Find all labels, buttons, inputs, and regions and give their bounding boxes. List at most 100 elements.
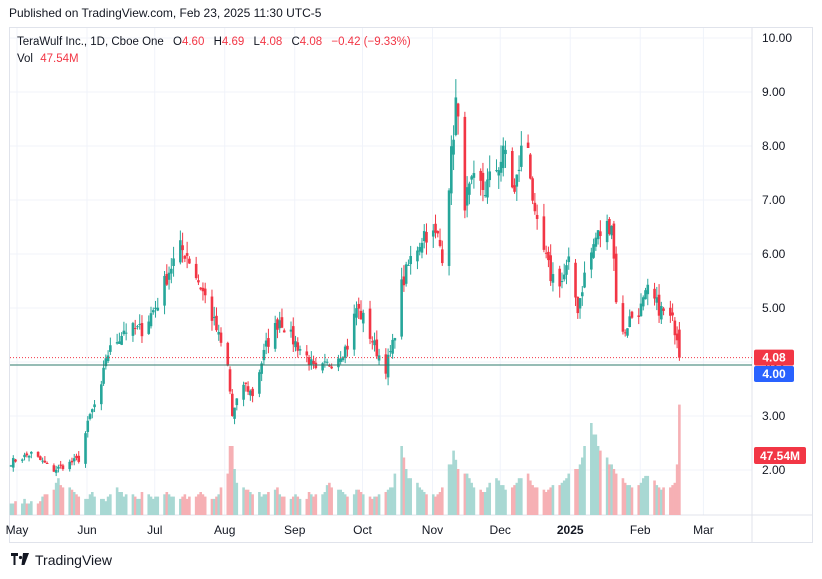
candle-body — [226, 342, 230, 366]
candle-body — [100, 384, 103, 405]
volume-bar — [402, 457, 406, 515]
candle-body — [452, 139, 455, 155]
volume-bar — [488, 482, 492, 515]
horizontal-line-label-bg — [754, 366, 794, 382]
volume-bar — [418, 487, 422, 515]
volume-bar — [641, 478, 645, 515]
candle-body — [273, 323, 277, 349]
candle-body — [610, 225, 613, 236]
legend-open-value: 4.60 — [181, 36, 205, 48]
candle-body — [608, 219, 611, 234]
candle-body — [673, 320, 677, 336]
legend-low-value: 4.08 — [259, 36, 283, 48]
volume-bar — [420, 489, 424, 515]
volume-bar — [217, 494, 221, 515]
candle-body — [450, 146, 453, 194]
volume-bar — [533, 487, 537, 515]
volume-bar — [325, 485, 329, 515]
volume-bar — [653, 480, 656, 515]
candle-body — [653, 288, 656, 299]
candle-body — [533, 202, 537, 212]
volume-bar — [251, 494, 254, 515]
last-price-label: 4.08 — [762, 351, 786, 365]
legend-symbol: TeraWulf Inc., 1D, Cboe One — [17, 36, 164, 48]
volume-bar — [167, 494, 171, 515]
candle-body — [404, 264, 408, 284]
legend-low-label: L — [253, 36, 260, 48]
candle-body — [77, 455, 81, 462]
volume-bar — [278, 494, 282, 515]
candle-body — [230, 393, 234, 416]
candle-body — [447, 190, 451, 266]
volume-bar — [188, 496, 191, 515]
volume-bar — [43, 494, 47, 515]
candle-body — [558, 268, 562, 287]
candle-body — [84, 433, 87, 464]
volume-bar — [596, 446, 600, 515]
volume-bar — [154, 496, 157, 515]
candle-body — [547, 251, 550, 261]
volume-bar — [393, 473, 397, 515]
candle-body — [43, 460, 47, 463]
candle-body — [52, 465, 56, 472]
volume-bar — [436, 494, 440, 515]
volume-bar — [163, 494, 166, 515]
volume-bar — [307, 492, 311, 515]
candle-body — [420, 242, 424, 253]
candle-body — [352, 313, 356, 350]
grid-lines — [10, 28, 752, 515]
volume-bar — [590, 423, 593, 515]
candle-body — [549, 255, 552, 282]
candle-body — [481, 172, 485, 191]
volume-bar — [203, 496, 207, 515]
volume-bar — [612, 469, 616, 515]
candle-body — [242, 384, 245, 400]
candle-body — [185, 253, 189, 256]
volume-bar — [273, 489, 277, 515]
candle-body — [535, 214, 539, 219]
volume-bar — [194, 496, 198, 515]
volume-bar — [370, 498, 374, 515]
volume-bar — [669, 487, 672, 515]
volume-bar — [147, 494, 151, 515]
candle-body — [149, 313, 153, 327]
candle-body — [199, 287, 202, 290]
candle-body — [36, 451, 40, 457]
legend-open-label: O — [173, 36, 182, 48]
candle-body — [592, 244, 595, 258]
time-tick-label: May — [6, 523, 29, 537]
candle-body — [305, 351, 309, 356]
candle-body — [375, 339, 379, 357]
candle-body — [368, 308, 372, 339]
candle-body — [341, 357, 345, 361]
time-tick-label: Jul — [147, 523, 162, 537]
volume-bar — [233, 469, 236, 515]
volume-bar — [230, 446, 234, 515]
candle-body — [612, 223, 616, 259]
volume-bar — [61, 487, 65, 515]
volume-bar — [131, 494, 135, 515]
volume-bar — [479, 489, 482, 515]
volume-bar — [9, 503, 13, 515]
volume-bar — [170, 496, 173, 515]
footer-brand[interactable]: TradingView — [35, 552, 113, 568]
volume-bar — [673, 482, 677, 515]
candle-body — [669, 307, 672, 316]
candle-body — [526, 142, 530, 149]
volume-bar — [339, 489, 342, 515]
candle-body — [596, 230, 600, 240]
candle-body — [54, 469, 58, 473]
candle-body — [662, 308, 665, 311]
candle-body — [339, 358, 342, 362]
candle-body — [179, 240, 182, 263]
volume-bar — [513, 485, 516, 515]
candle-body — [172, 258, 175, 266]
candle-body — [346, 345, 349, 350]
candle-body — [289, 329, 293, 332]
candle-body — [384, 354, 388, 374]
candle-body — [486, 179, 489, 198]
volume-bar — [529, 480, 532, 515]
volume-bar — [404, 469, 408, 515]
time-tick-label: Sep — [284, 523, 306, 537]
